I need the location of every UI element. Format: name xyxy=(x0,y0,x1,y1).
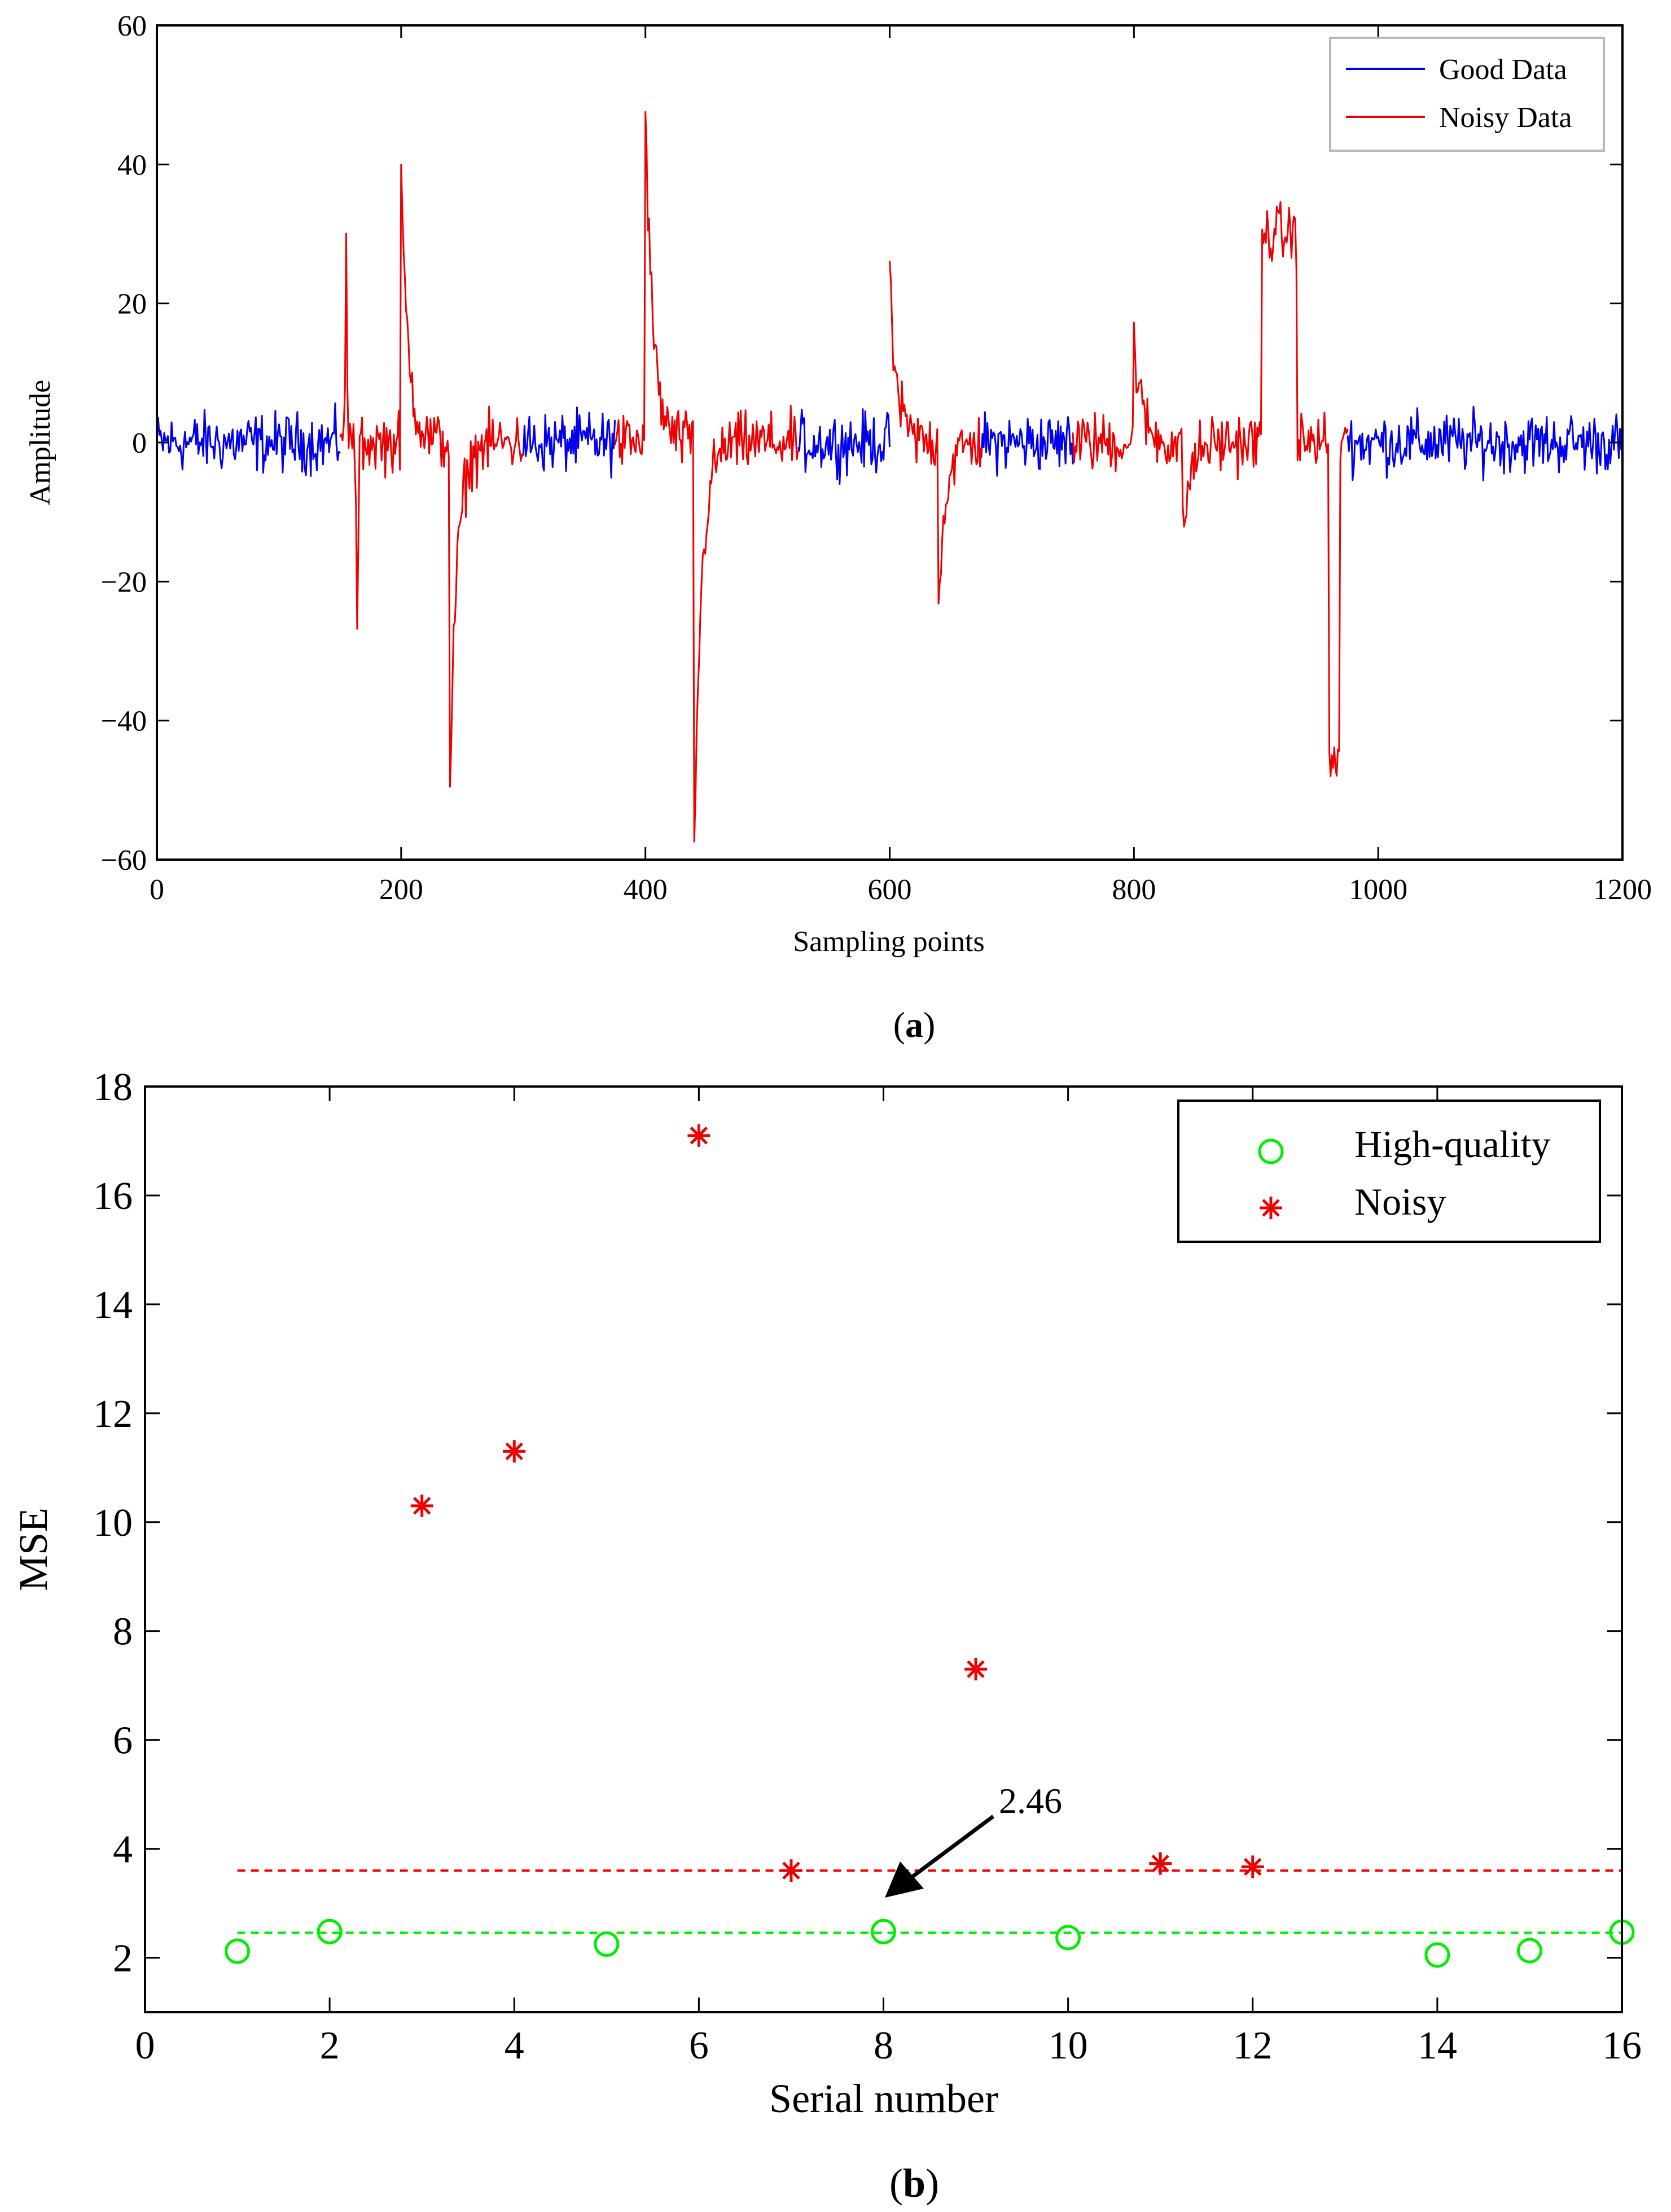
high-quality-point xyxy=(225,1938,251,1964)
chart-b-caption-close: ) xyxy=(926,2161,939,2206)
chart-b-xtick-label: 16 xyxy=(1602,2024,1642,2068)
good-data-line xyxy=(1347,406,1624,481)
chart-b-ytick-label: 6 xyxy=(113,1719,133,1763)
chart-a-series xyxy=(156,111,1624,843)
chart-a-legend: Good Data Noisy Data xyxy=(1329,37,1605,152)
chart-b-ytick-label: 14 xyxy=(93,1284,133,1327)
chart-a-xtick-label: 0 xyxy=(150,874,164,906)
noisy-data-line xyxy=(889,261,983,605)
chart-b-ytick-label: 2 xyxy=(113,1937,133,1981)
chart-b-ytick-label: 12 xyxy=(93,1392,133,1436)
chart-b-caption-letter: b xyxy=(903,2161,926,2206)
chart-b-legend-noisy-marker xyxy=(1260,1197,1282,1219)
chart-b-xtick-label: 10 xyxy=(1049,2024,1088,2068)
chart-a-legend-box xyxy=(1329,37,1605,152)
chart-b-threshold-lines xyxy=(237,1869,1622,1934)
chart-a-ylabel: Amplitude xyxy=(24,380,56,505)
chart-a-legend-noisy-label: Noisy Data xyxy=(1439,102,1572,134)
chart-b-legend-box xyxy=(1177,1100,1601,1243)
chart-b-legend-high-quality-label: High-quality xyxy=(1354,1123,1551,1166)
chart-a-caption-letter: a xyxy=(905,1005,923,1045)
noisy-point xyxy=(1149,1852,1172,1875)
chart-b-annotation-arrow xyxy=(907,1815,995,1881)
chart-a-caption: (a) xyxy=(893,1005,936,1045)
chart-a-ticks: 0 200 400 600 800 1000 1200 −60 −40 −20 0 20 40 60 xyxy=(101,10,1652,906)
chart-a-legend-good-label: Good Data xyxy=(1439,54,1567,86)
chart-b-legend: High-quality Noisy xyxy=(1177,1100,1601,1243)
chart-a-ytick-label: 60 xyxy=(117,10,147,42)
good-data-line xyxy=(797,408,891,485)
noisy-data-line xyxy=(1072,201,1349,777)
chart-a-ytick-label: 0 xyxy=(132,427,147,459)
chart-b-points xyxy=(225,1124,1635,1968)
chart-a-caption-open: ( xyxy=(893,1005,905,1045)
chart-b-legend-noisy-label: Noisy xyxy=(1354,1180,1446,1223)
high-quality-point xyxy=(1516,1938,1542,1964)
chart-a-xtick-label: 1200 xyxy=(1593,874,1652,906)
high-quality-point xyxy=(317,1918,343,1944)
chart-b-xtick-label: 4 xyxy=(505,2024,524,2068)
good-data-line xyxy=(522,406,616,479)
good-data-line xyxy=(980,411,1074,477)
noisy-point xyxy=(964,1658,988,1681)
noisy-data-line xyxy=(339,164,524,788)
chart-b-xtick-label: 6 xyxy=(689,2024,709,2068)
high-quality-point xyxy=(594,1931,620,1957)
chart-a-xtick-label: 400 xyxy=(624,874,668,906)
chart-a-caption-close: ) xyxy=(923,1005,935,1045)
chart-b-legend-high-quality-marker xyxy=(1258,1138,1284,1164)
chart-a-ytick-label: −60 xyxy=(101,844,147,877)
chart-a-xtick-label: 1000 xyxy=(1349,874,1407,906)
chart-b-ytick-label: 16 xyxy=(93,1175,133,1218)
chart-a-xlabel: Sampling points xyxy=(793,926,984,958)
chart-a-xtick-label: 800 xyxy=(1112,874,1156,906)
chart-a-ytick-label: −40 xyxy=(101,706,147,738)
chart-b-caption-open: ( xyxy=(889,2161,903,2206)
chart-b-caption: (b) xyxy=(889,2161,939,2206)
chart-b-ytick-label: 10 xyxy=(93,1501,133,1545)
chart-b-xtick-label: 2 xyxy=(320,2024,340,2068)
noisy-data-line xyxy=(614,111,799,843)
good-data-line xyxy=(156,402,341,478)
chart-b-xtick-label: 12 xyxy=(1233,2024,1273,2068)
chart-b-xtick-label: 0 xyxy=(135,2024,155,2068)
chart-b-xtick-label: 14 xyxy=(1418,2024,1457,2068)
chart-b-annotation-label: 2.46 xyxy=(999,1781,1062,1821)
high-quality-point xyxy=(1055,1925,1081,1951)
noisy-point xyxy=(410,1494,433,1517)
chart-b-xlabel: Serial number xyxy=(769,2076,998,2121)
chart-a-ytick-label: −20 xyxy=(101,566,147,598)
chart-b-ytick-label: 18 xyxy=(93,1066,133,1109)
high-quality-point xyxy=(1424,1942,1450,1968)
noisy-point xyxy=(1241,1855,1264,1878)
chart-b-ylabel: MSE xyxy=(11,1508,56,1591)
chart-b-ytick-label: 4 xyxy=(113,1828,133,1872)
chart-a: 0 200 400 600 800 1000 1200 −60 −40 −20 0 20 40 60 Sa… xyxy=(24,10,1652,1045)
noisy-point xyxy=(779,1859,802,1882)
chart-b-annotation: 2.46 xyxy=(885,1781,1062,1898)
chart-b-xtick-label: 8 xyxy=(874,2024,893,2068)
chart-a-xtick-label: 600 xyxy=(868,874,912,906)
chart-a-ytick-label: 20 xyxy=(117,288,147,321)
chart-a-ytick-label: 40 xyxy=(117,149,147,181)
chart-b-annotation-arrowhead xyxy=(885,1861,924,1898)
noisy-point xyxy=(687,1124,710,1147)
chart-b-ytick-label: 8 xyxy=(113,1610,133,1654)
high-quality-point xyxy=(871,1918,896,1944)
chart-a-xtick-label: 200 xyxy=(379,874,423,906)
noisy-point xyxy=(503,1440,526,1463)
